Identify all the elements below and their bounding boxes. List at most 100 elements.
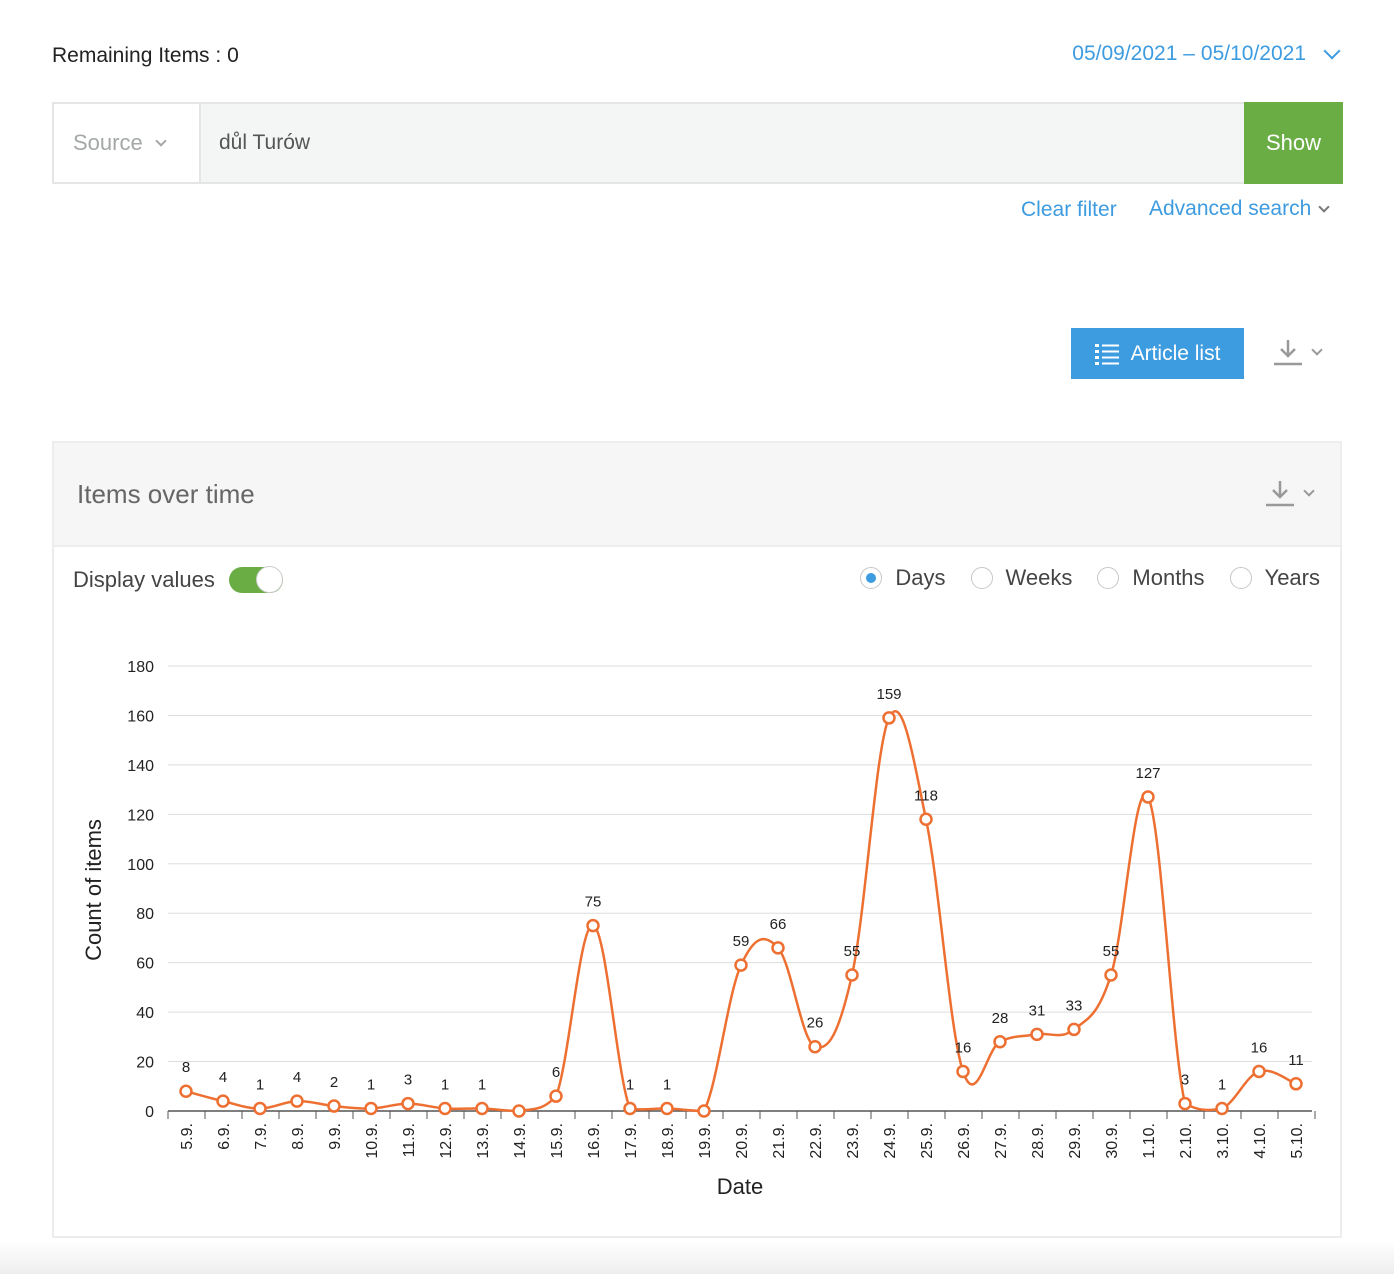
x-tick-label: 12.9. xyxy=(438,1123,455,1159)
x-tick-label: 14.9. xyxy=(512,1123,529,1159)
data-label: 16 xyxy=(955,1039,972,1056)
data-label: 4 xyxy=(293,1069,301,1086)
data-point xyxy=(808,1039,822,1054)
data-label: 1 xyxy=(478,1077,486,1094)
period-days[interactable]: Days xyxy=(860,565,946,591)
data-point xyxy=(771,941,785,955)
x-tick-label: 18.9. xyxy=(660,1123,677,1159)
x-tick-label: 10.9. xyxy=(364,1123,381,1159)
data-point xyxy=(734,958,748,972)
y-axis-title: Count of items xyxy=(81,819,106,961)
data-point xyxy=(845,968,859,982)
data-point xyxy=(660,1101,674,1116)
download-icon xyxy=(1266,481,1294,507)
period-weeks-label: Weeks xyxy=(1005,565,1073,590)
clear-filter-link[interactable]: Clear filter xyxy=(1021,198,1117,221)
data-label: 1 xyxy=(441,1077,449,1094)
series-line-items xyxy=(185,710,1297,1113)
y-tick-label: 80 xyxy=(136,906,154,923)
data-point xyxy=(882,711,896,725)
y-tick-label: 140 xyxy=(127,758,154,775)
y-tick-label: 40 xyxy=(136,1005,154,1022)
data-label: 1 xyxy=(663,1077,671,1094)
x-tick-label: 23.9. xyxy=(845,1123,862,1159)
data-label: 127 xyxy=(1135,765,1160,782)
data-label: 11 xyxy=(1288,1052,1304,1069)
data-label: 26 xyxy=(807,1015,824,1032)
x-tick-label: 29.9. xyxy=(1067,1123,1084,1159)
x-tick-label: 4.10. xyxy=(1252,1123,1269,1159)
x-tick-label: 1.10. xyxy=(1141,1123,1158,1159)
x-tick-label: 2.10. xyxy=(1178,1123,1195,1159)
data-point xyxy=(253,1101,267,1116)
radio-icon xyxy=(1097,567,1120,589)
show-button[interactable]: Show xyxy=(1244,102,1343,184)
y-tick-label: 0 xyxy=(145,1104,154,1121)
data-label: 55 xyxy=(844,943,861,960)
x-tick-label: 19.9. xyxy=(697,1123,714,1159)
data-point xyxy=(438,1101,452,1116)
x-tick-label: 15.9. xyxy=(549,1123,566,1159)
article-list-label: Article list xyxy=(1130,341,1221,365)
display-values-toggle[interactable] xyxy=(228,566,283,593)
radio-icon xyxy=(860,567,883,589)
bottom-shadow xyxy=(0,1240,1394,1274)
items-over-time-panel: Items over time Display values Days Week… xyxy=(52,441,1342,1238)
x-tick-label: 3.10. xyxy=(1215,1123,1232,1159)
data-label: 118 xyxy=(914,787,938,804)
data-point xyxy=(1178,1096,1192,1111)
data-point xyxy=(327,1099,341,1113)
data-point xyxy=(1252,1064,1266,1079)
data-point xyxy=(364,1101,378,1116)
export-dropdown[interactable] xyxy=(1273,338,1323,366)
x-tick-label: 21.9. xyxy=(771,1123,788,1159)
advanced-search-toggle[interactable]: Advanced search xyxy=(1149,197,1330,221)
period-selector: Days Weeks Months Years xyxy=(860,565,1320,591)
data-point xyxy=(1104,968,1118,982)
panel-title: Items over time xyxy=(77,479,255,509)
x-tick-label: 16.9. xyxy=(586,1123,603,1159)
x-axis-title: Date xyxy=(717,1174,763,1199)
data-point xyxy=(919,812,933,827)
radio-icon xyxy=(1229,567,1252,589)
data-point xyxy=(549,1089,563,1103)
advanced-search-label: Advanced search xyxy=(1149,197,1312,220)
period-years[interactable]: Years xyxy=(1229,565,1320,591)
data-label: 1 xyxy=(256,1077,264,1094)
panel-export-dropdown[interactable] xyxy=(1265,479,1315,507)
date-range-picker[interactable]: 05/09/2021 – 05/10/2021 xyxy=(1072,42,1341,66)
data-label: 8 xyxy=(182,1059,190,1076)
y-tick-label: 100 xyxy=(127,857,154,874)
period-weeks[interactable]: Weeks xyxy=(970,565,1073,591)
period-months[interactable]: Months xyxy=(1097,565,1205,591)
x-tick-label: 30.9. xyxy=(1104,1123,1121,1159)
y-tick-label: 60 xyxy=(136,956,154,973)
data-point xyxy=(512,1104,526,1118)
display-values-label: Display values xyxy=(73,567,215,592)
x-tick-label: 27.9. xyxy=(993,1123,1010,1159)
data-point xyxy=(401,1096,415,1111)
data-point xyxy=(1289,1077,1303,1091)
data-label: 2 xyxy=(330,1074,338,1091)
source-dropdown[interactable]: Source xyxy=(54,104,201,182)
data-point xyxy=(179,1084,193,1098)
y-tick-label: 20 xyxy=(136,1055,154,1072)
radio-icon xyxy=(970,567,993,589)
data-label: 16 xyxy=(1251,1039,1268,1056)
panel-header: Items over time xyxy=(54,443,1340,547)
search-input[interactable] xyxy=(201,104,1244,182)
download-icon xyxy=(1274,340,1302,366)
article-list-button[interactable]: Article list xyxy=(1071,328,1244,379)
period-days-label: Days xyxy=(895,565,946,590)
source-dropdown-label: Source xyxy=(73,130,143,155)
x-tick-label: 11.9. xyxy=(401,1123,418,1157)
x-tick-label: 25.9. xyxy=(919,1123,936,1159)
x-tick-label: 8.9. xyxy=(290,1123,307,1150)
data-label: 66 xyxy=(770,916,787,933)
date-to: 05/10/2021 xyxy=(1200,42,1306,65)
data-point xyxy=(697,1104,711,1118)
period-months-label: Months xyxy=(1132,565,1205,590)
data-label: 55 xyxy=(1103,943,1120,960)
x-tick-label: 7.9. xyxy=(253,1123,270,1150)
x-tick-label: 20.9. xyxy=(734,1123,751,1159)
